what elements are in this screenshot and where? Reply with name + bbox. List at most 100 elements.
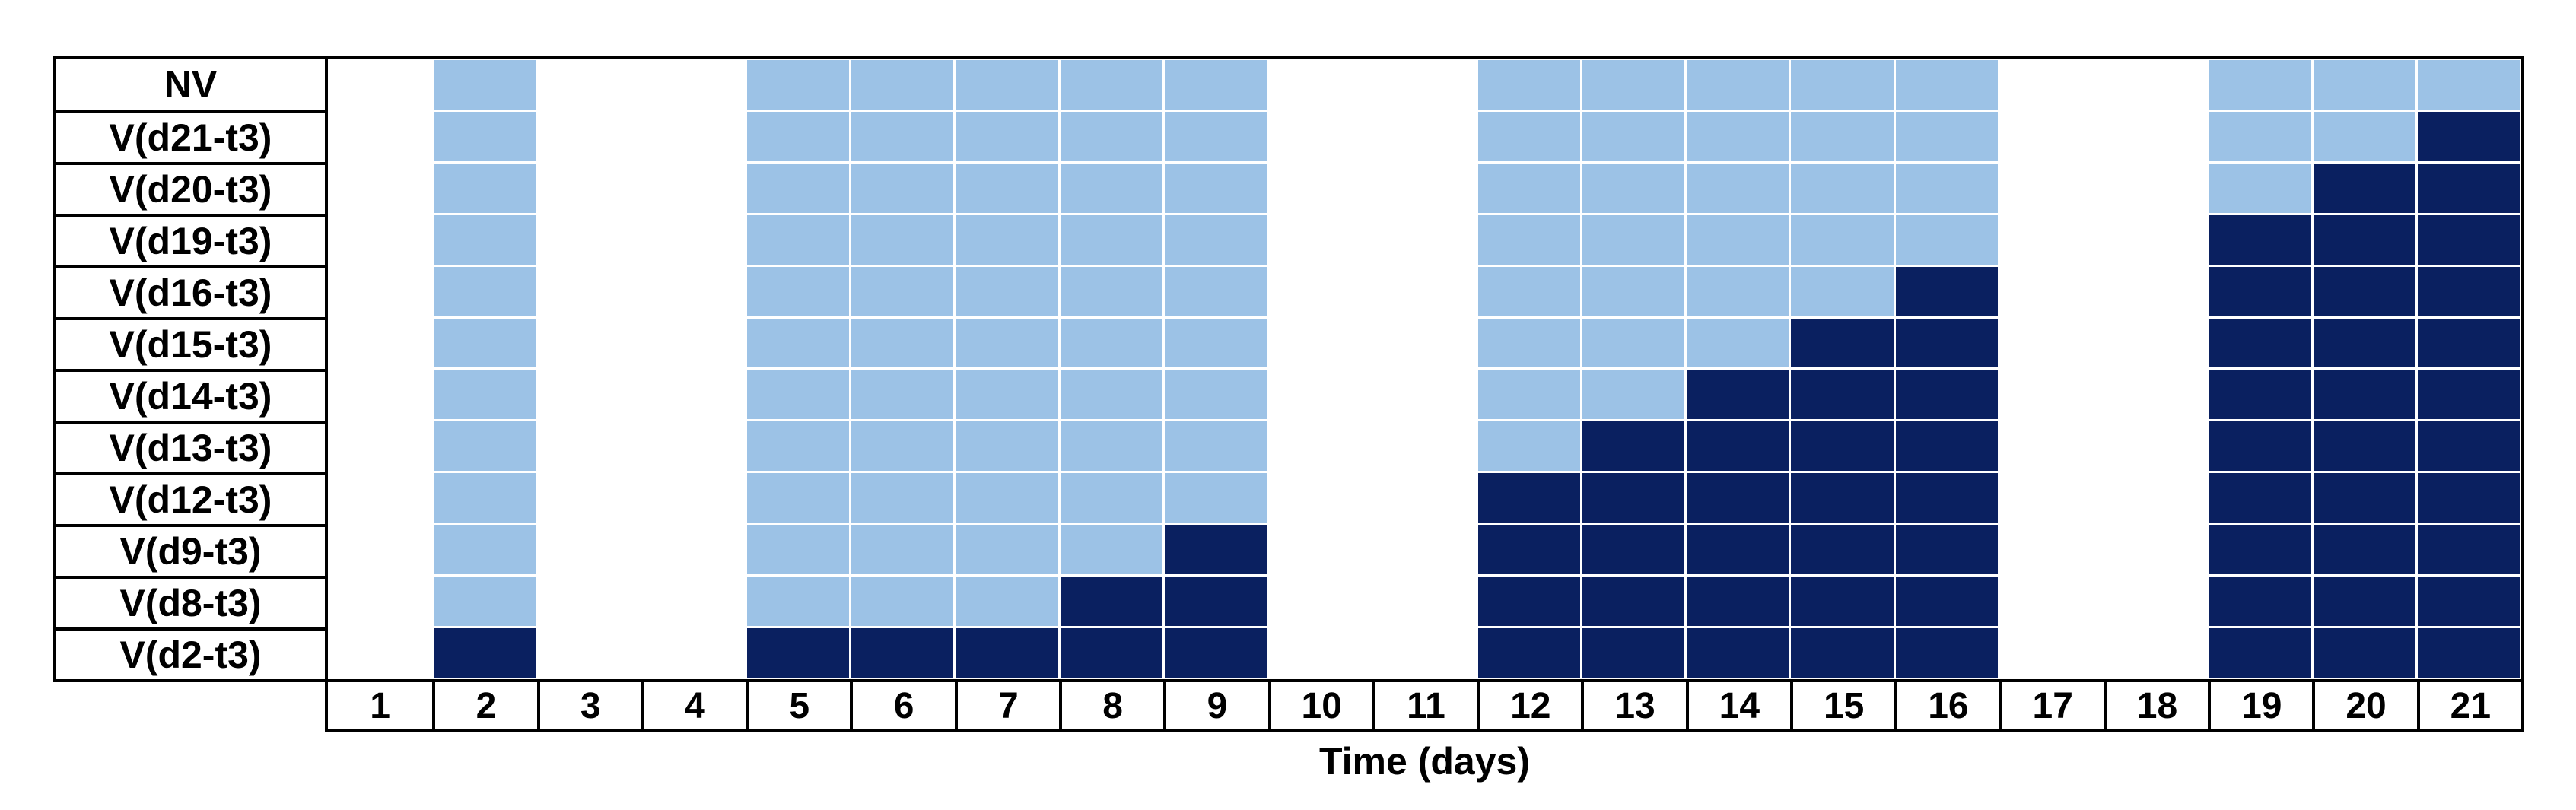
heatmap-cell	[2313, 214, 2415, 265]
heatmap-cell	[1269, 163, 1372, 213]
heatmap-cell	[1477, 628, 1580, 678]
heatmap-cell	[956, 525, 1058, 575]
heatmap-cell	[329, 525, 432, 575]
heatmap-cell	[1999, 163, 2103, 213]
heatmap-cell	[434, 266, 536, 316]
heatmap-cell	[1582, 421, 1685, 472]
heatmap-cell	[1269, 370, 1372, 420]
heatmap-cell	[2209, 473, 2311, 523]
day-tick-label: 21	[2416, 682, 2521, 729]
heatmap-cell	[538, 60, 641, 110]
heatmap-cell	[1373, 421, 1476, 472]
heatmap-cell	[1687, 60, 1789, 110]
heatmap-cell	[1373, 473, 1476, 523]
heatmap-cell	[1582, 628, 1685, 678]
heatmap-cell	[746, 370, 850, 420]
heatmap-cell	[2417, 628, 2520, 678]
heatmap-cell	[956, 577, 1058, 627]
heatmap-cell	[1895, 370, 1998, 420]
heatmap-cell	[1477, 60, 1580, 110]
heatmap-cell	[1164, 60, 1267, 110]
heatmap-cell	[746, 421, 850, 472]
row-label: V(d16-t3)	[56, 265, 325, 317]
heatmap-cell	[434, 214, 536, 265]
day-tick-label: 20	[2312, 682, 2416, 729]
heatmap-cell	[2313, 628, 2415, 678]
heatmap-cell	[642, 473, 745, 523]
heatmap-cell	[2313, 577, 2415, 627]
heatmap-cell	[956, 60, 1058, 110]
heatmap-cell	[1687, 163, 1789, 213]
day-tick-label: 2	[432, 682, 536, 729]
day-tick-label: 3	[536, 682, 641, 729]
heatmap-cell	[746, 473, 850, 523]
heatmap-cell	[329, 370, 432, 420]
heatmap-cell	[329, 628, 432, 678]
heatmap-cell	[1477, 266, 1580, 316]
heatmap-cell	[329, 473, 432, 523]
heatmap-cell	[1373, 266, 1476, 316]
heatmap-cell	[642, 163, 745, 213]
heatmap-cell	[538, 628, 641, 678]
heatmap-cell	[2313, 163, 2415, 213]
heatmap-cell	[1999, 214, 2103, 265]
heatmap-cell	[2104, 266, 2207, 316]
heatmap-cell	[1791, 111, 1894, 161]
heatmap-cell	[1895, 473, 1998, 523]
heatmap-cell	[1373, 318, 1476, 368]
day-tick-label: 17	[1999, 682, 2104, 729]
heatmap-cell	[1060, 266, 1162, 316]
heatmap-cell	[2313, 60, 2415, 110]
heatmap-cell	[642, 214, 745, 265]
heatmap-cell	[851, 370, 954, 420]
heatmap-cell	[642, 577, 745, 627]
heatmap-cell	[1060, 628, 1162, 678]
row-label: V(d12-t3)	[56, 472, 325, 524]
heatmap-cell	[1999, 577, 2103, 627]
heatmap-cell	[1269, 111, 1372, 161]
heatmap-cell	[956, 163, 1058, 213]
row-label: NV	[164, 63, 218, 106]
day-tick-label: 6	[850, 682, 954, 729]
heatmap-cell	[1999, 473, 2103, 523]
heatmap-cell	[1687, 577, 1789, 627]
heatmap-cell	[1060, 577, 1162, 627]
heatmap-cell	[2104, 318, 2207, 368]
heatmap-cell	[956, 214, 1058, 265]
heatmap-cell	[2313, 318, 2415, 368]
heatmap-cell	[1269, 473, 1372, 523]
heatmap-cell	[2209, 60, 2311, 110]
day-tick-label: 1	[370, 685, 390, 726]
heatmap-cell	[2313, 266, 2415, 316]
heatmap-cell	[1999, 318, 2103, 368]
heatmap-cell	[851, 473, 954, 523]
heatmap-cell	[642, 421, 745, 472]
heatmap-cell	[1582, 60, 1685, 110]
heatmap-cell	[1582, 370, 1685, 420]
heatmap-cell	[1269, 628, 1372, 678]
day-tick-label: 7	[954, 682, 1059, 729]
heatmap-cell	[329, 421, 432, 472]
heatmap-cell	[2209, 525, 2311, 575]
day-tick-label: 13	[1581, 682, 1685, 729]
heatmap-cell	[2104, 473, 2207, 523]
heatmap-cell	[1164, 318, 1267, 368]
heatmap-cell	[1269, 577, 1372, 627]
heatmap-cell	[746, 111, 850, 161]
heatmap-cell	[642, 628, 745, 678]
heatmap-cell	[2209, 370, 2311, 420]
heatmap-cell	[1999, 266, 2103, 316]
heatmap-cell	[1895, 628, 1998, 678]
heatmap-cell	[1687, 525, 1789, 575]
heatmap-cell	[2313, 111, 2415, 161]
heatmap-cell	[1582, 163, 1685, 213]
heatmap-cell	[1477, 525, 1580, 575]
heatmap-cell	[1269, 318, 1372, 368]
heatmap-cell	[1895, 163, 1998, 213]
heatmap-cell	[2104, 525, 2207, 575]
heatmap-cell	[1060, 318, 1162, 368]
heatmap-cell	[1791, 577, 1894, 627]
heatmap-cell	[538, 577, 641, 627]
day-tick-label: 8	[1059, 682, 1163, 729]
heatmap-cell	[1373, 60, 1476, 110]
